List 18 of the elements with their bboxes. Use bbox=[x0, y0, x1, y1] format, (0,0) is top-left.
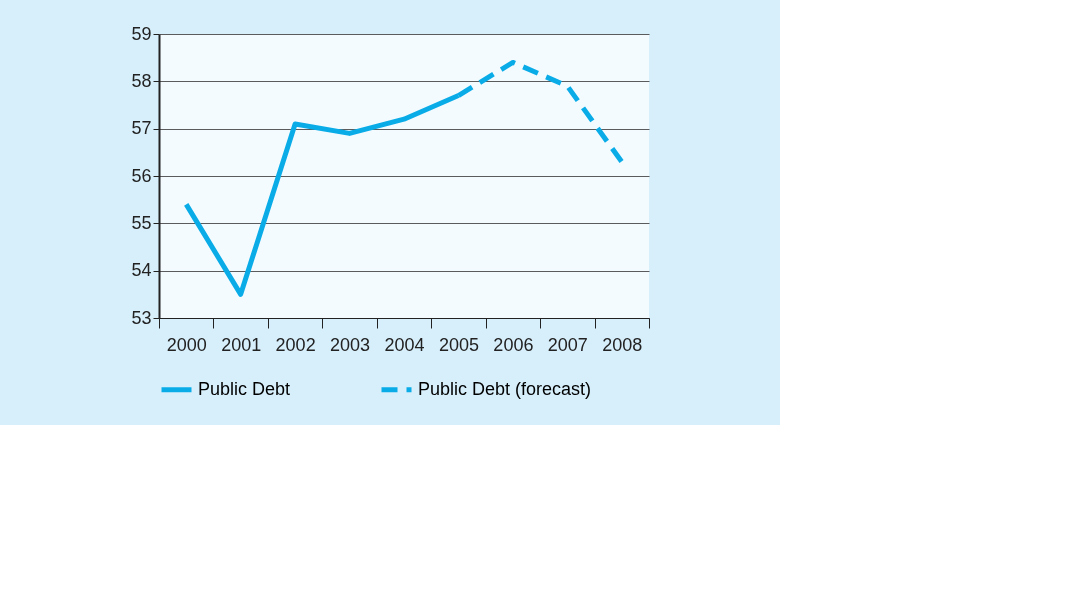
x-tick-label: 2004 bbox=[384, 334, 425, 355]
y-tick-label: 56 bbox=[131, 165, 152, 186]
x-tick-label: 2000 bbox=[166, 334, 207, 355]
y-tick-label: 59 bbox=[131, 23, 152, 44]
legend-label: Public Debt bbox=[198, 378, 291, 399]
x-tick-label: 2006 bbox=[493, 334, 534, 355]
x-tick-label: 2001 bbox=[221, 334, 262, 355]
legend-label: Public Debt (forecast) bbox=[418, 378, 592, 399]
y-tick-label: 53 bbox=[131, 307, 152, 328]
x-tick-label: 2007 bbox=[547, 334, 588, 355]
x-tick-label: 2003 bbox=[330, 334, 371, 355]
y-tick-label: 58 bbox=[131, 70, 152, 91]
x-tick-label: 2002 bbox=[275, 334, 316, 355]
x-tick-label: 2005 bbox=[438, 334, 479, 355]
y-tick-label: 55 bbox=[131, 212, 152, 233]
y-tick-label: 54 bbox=[131, 260, 152, 281]
x-tick-label: 2008 bbox=[602, 334, 643, 355]
y-tick-label: 57 bbox=[131, 118, 152, 139]
